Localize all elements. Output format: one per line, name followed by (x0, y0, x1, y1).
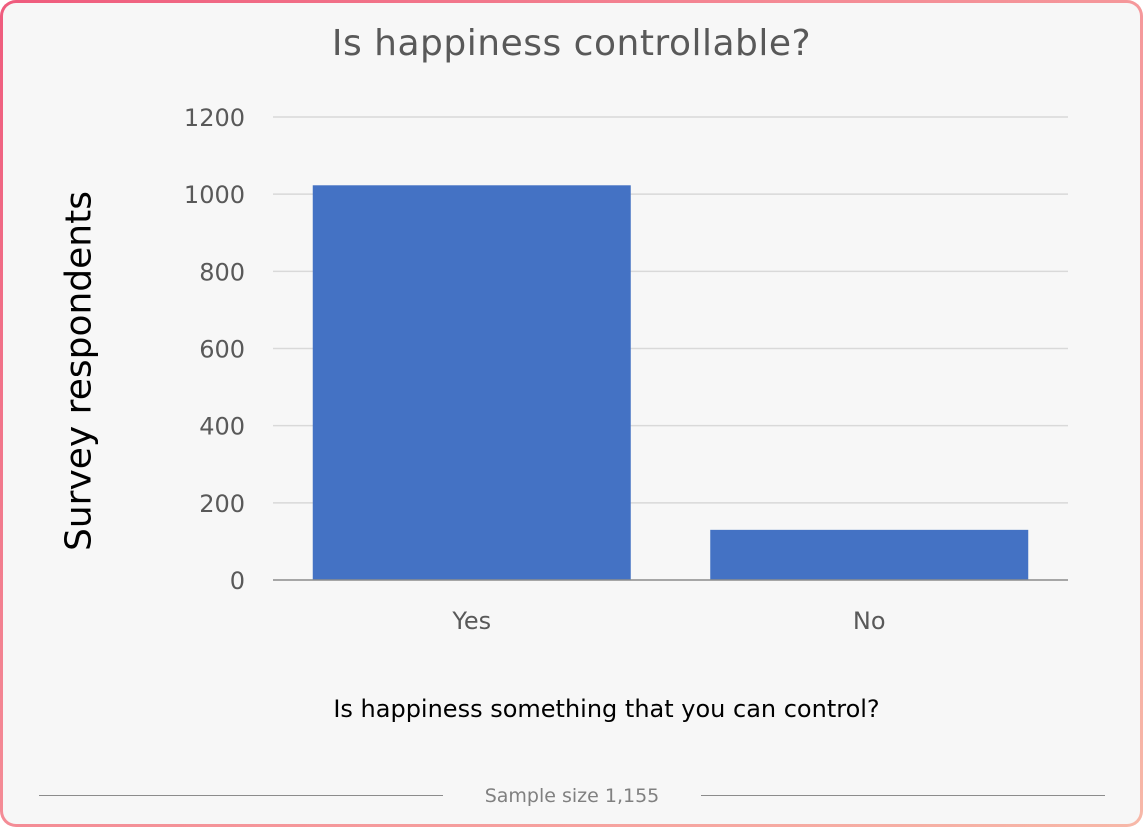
bar-yes (312, 185, 631, 581)
y-axis-ticks: 0 200 400 600 800 1000 1200 (184, 104, 245, 595)
y-tick-label: 800 (199, 258, 245, 286)
chart-title: Is happiness controllable? (331, 23, 812, 64)
x-tick-label: No (853, 607, 886, 635)
y-tick-label: 200 (199, 490, 245, 518)
x-axis-ticks: Yes No (451, 607, 885, 635)
y-tick-label: 1000 (184, 181, 245, 209)
y-tick-label: 600 (199, 336, 245, 364)
x-axis-label: Is happiness something that you can cont… (333, 695, 880, 723)
footer-divider-left (39, 795, 443, 796)
sample-size-note: Sample size 1,155 (484, 785, 660, 807)
y-tick-label: 1200 (184, 104, 245, 132)
y-tick-label: 400 (199, 413, 245, 441)
bar-chart: 0 200 400 600 800 1000 1200 Yes No (184, 104, 1068, 635)
bar-no (710, 529, 1029, 580)
y-tick-label: 0 (230, 567, 245, 595)
footer-divider-right (701, 795, 1105, 796)
x-tick-label: Yes (451, 607, 491, 635)
bars (312, 185, 1029, 581)
chart-card: Is happiness controllable? Survey respon… (3, 3, 1140, 824)
